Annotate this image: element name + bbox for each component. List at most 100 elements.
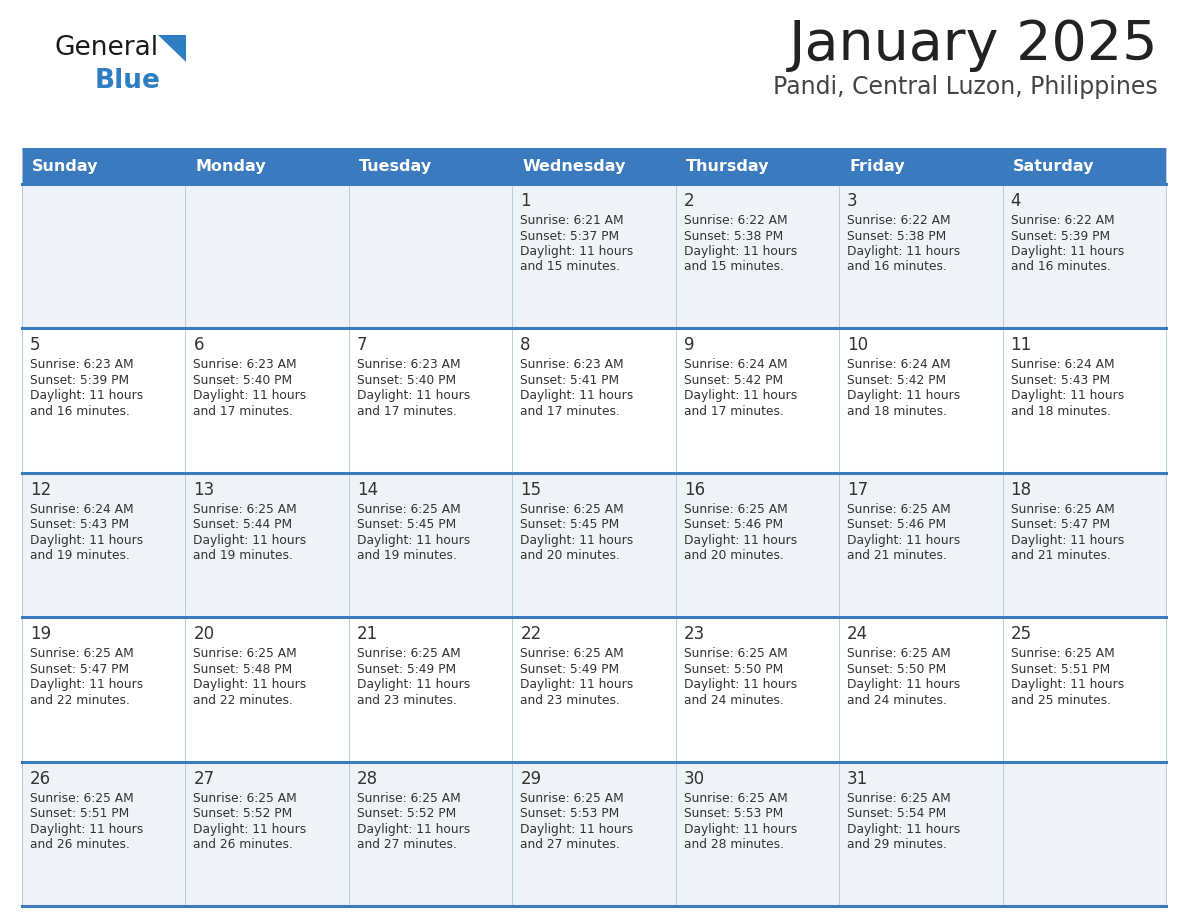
Text: Sunset: 5:42 PM: Sunset: 5:42 PM bbox=[684, 374, 783, 386]
Text: Sunrise: 6:24 AM: Sunrise: 6:24 AM bbox=[684, 358, 788, 372]
Text: Daylight: 11 hours: Daylight: 11 hours bbox=[194, 533, 307, 547]
Bar bbox=[23, 617, 1165, 762]
Text: Sunset: 5:40 PM: Sunset: 5:40 PM bbox=[356, 374, 456, 386]
Text: and 29 minutes.: and 29 minutes. bbox=[847, 838, 947, 851]
Text: 21: 21 bbox=[356, 625, 378, 644]
Text: Daylight: 11 hours: Daylight: 11 hours bbox=[684, 245, 797, 258]
Text: Wednesday: Wednesday bbox=[523, 159, 626, 174]
Text: Sunrise: 6:25 AM: Sunrise: 6:25 AM bbox=[194, 647, 297, 660]
Text: 17: 17 bbox=[847, 481, 868, 498]
Text: and 26 minutes.: and 26 minutes. bbox=[194, 838, 293, 851]
Text: and 17 minutes.: and 17 minutes. bbox=[356, 405, 456, 418]
Text: Sunset: 5:42 PM: Sunset: 5:42 PM bbox=[847, 374, 947, 386]
Bar bbox=[23, 762, 1165, 906]
Text: Daylight: 11 hours: Daylight: 11 hours bbox=[847, 823, 960, 835]
Text: 23: 23 bbox=[684, 625, 704, 644]
Text: 22: 22 bbox=[520, 625, 542, 644]
Text: Daylight: 11 hours: Daylight: 11 hours bbox=[194, 678, 307, 691]
Text: and 19 minutes.: and 19 minutes. bbox=[356, 549, 456, 563]
Text: and 17 minutes.: and 17 minutes. bbox=[194, 405, 293, 418]
Text: Daylight: 11 hours: Daylight: 11 hours bbox=[520, 823, 633, 835]
Text: Sunset: 5:39 PM: Sunset: 5:39 PM bbox=[1011, 230, 1110, 242]
Text: Sunrise: 6:25 AM: Sunrise: 6:25 AM bbox=[194, 503, 297, 516]
Text: 29: 29 bbox=[520, 769, 542, 788]
Text: 10: 10 bbox=[847, 336, 868, 354]
Text: Sunrise: 6:24 AM: Sunrise: 6:24 AM bbox=[30, 503, 133, 516]
Text: Sunset: 5:47 PM: Sunset: 5:47 PM bbox=[30, 663, 129, 676]
Text: and 23 minutes.: and 23 minutes. bbox=[356, 694, 456, 707]
Text: Sunrise: 6:25 AM: Sunrise: 6:25 AM bbox=[1011, 503, 1114, 516]
Text: and 15 minutes.: and 15 minutes. bbox=[684, 261, 784, 274]
Text: 20: 20 bbox=[194, 625, 215, 644]
Text: and 17 minutes.: and 17 minutes. bbox=[684, 405, 784, 418]
Text: Daylight: 11 hours: Daylight: 11 hours bbox=[30, 533, 144, 547]
Text: Daylight: 11 hours: Daylight: 11 hours bbox=[30, 389, 144, 402]
Text: 9: 9 bbox=[684, 336, 694, 354]
Text: Sunset: 5:47 PM: Sunset: 5:47 PM bbox=[1011, 519, 1110, 532]
Text: 18: 18 bbox=[1011, 481, 1031, 498]
Text: 27: 27 bbox=[194, 769, 215, 788]
Text: 15: 15 bbox=[520, 481, 542, 498]
Text: and 21 minutes.: and 21 minutes. bbox=[1011, 549, 1111, 563]
Text: and 24 minutes.: and 24 minutes. bbox=[847, 694, 947, 707]
Text: 30: 30 bbox=[684, 769, 704, 788]
Text: and 18 minutes.: and 18 minutes. bbox=[1011, 405, 1111, 418]
Text: Sunset: 5:40 PM: Sunset: 5:40 PM bbox=[194, 374, 292, 386]
Text: 8: 8 bbox=[520, 336, 531, 354]
Text: 5: 5 bbox=[30, 336, 40, 354]
Text: Sunset: 5:51 PM: Sunset: 5:51 PM bbox=[30, 807, 129, 820]
Text: Sunrise: 6:25 AM: Sunrise: 6:25 AM bbox=[1011, 647, 1114, 660]
Text: Sunset: 5:37 PM: Sunset: 5:37 PM bbox=[520, 230, 619, 242]
Text: Sunset: 5:39 PM: Sunset: 5:39 PM bbox=[30, 374, 129, 386]
Text: Sunset: 5:48 PM: Sunset: 5:48 PM bbox=[194, 663, 292, 676]
Text: Sunset: 5:44 PM: Sunset: 5:44 PM bbox=[194, 519, 292, 532]
Text: Daylight: 11 hours: Daylight: 11 hours bbox=[1011, 245, 1124, 258]
Text: 14: 14 bbox=[356, 481, 378, 498]
Text: Sunset: 5:43 PM: Sunset: 5:43 PM bbox=[1011, 374, 1110, 386]
Text: 19: 19 bbox=[30, 625, 51, 644]
Text: Sunrise: 6:25 AM: Sunrise: 6:25 AM bbox=[194, 791, 297, 804]
Text: Sunset: 5:49 PM: Sunset: 5:49 PM bbox=[356, 663, 456, 676]
Text: and 20 minutes.: and 20 minutes. bbox=[684, 549, 784, 563]
Text: Thursday: Thursday bbox=[685, 159, 769, 174]
Text: Sunset: 5:38 PM: Sunset: 5:38 PM bbox=[847, 230, 947, 242]
Text: Sunrise: 6:25 AM: Sunrise: 6:25 AM bbox=[30, 791, 134, 804]
Text: and 19 minutes.: and 19 minutes. bbox=[30, 549, 129, 563]
Text: Sunrise: 6:25 AM: Sunrise: 6:25 AM bbox=[356, 791, 461, 804]
Text: Daylight: 11 hours: Daylight: 11 hours bbox=[520, 245, 633, 258]
Text: Sunset: 5:38 PM: Sunset: 5:38 PM bbox=[684, 230, 783, 242]
Text: 3: 3 bbox=[847, 192, 858, 210]
Text: and 20 minutes.: and 20 minutes. bbox=[520, 549, 620, 563]
Text: Daylight: 11 hours: Daylight: 11 hours bbox=[30, 823, 144, 835]
Text: Sunset: 5:53 PM: Sunset: 5:53 PM bbox=[684, 807, 783, 820]
Text: Sunset: 5:45 PM: Sunset: 5:45 PM bbox=[520, 519, 619, 532]
Text: Tuesday: Tuesday bbox=[359, 159, 432, 174]
Text: Sunset: 5:43 PM: Sunset: 5:43 PM bbox=[30, 519, 129, 532]
Text: Sunset: 5:53 PM: Sunset: 5:53 PM bbox=[520, 807, 619, 820]
Text: Sunrise: 6:23 AM: Sunrise: 6:23 AM bbox=[356, 358, 461, 372]
Text: and 27 minutes.: and 27 minutes. bbox=[520, 838, 620, 851]
Text: Sunrise: 6:25 AM: Sunrise: 6:25 AM bbox=[684, 503, 788, 516]
Text: Sunset: 5:41 PM: Sunset: 5:41 PM bbox=[520, 374, 619, 386]
Text: Daylight: 11 hours: Daylight: 11 hours bbox=[356, 533, 470, 547]
Text: Sunrise: 6:25 AM: Sunrise: 6:25 AM bbox=[520, 503, 624, 516]
Text: and 16 minutes.: and 16 minutes. bbox=[30, 405, 129, 418]
Text: and 21 minutes.: and 21 minutes. bbox=[847, 549, 947, 563]
Text: Daylight: 11 hours: Daylight: 11 hours bbox=[520, 678, 633, 691]
Text: Daylight: 11 hours: Daylight: 11 hours bbox=[194, 823, 307, 835]
Text: Sunrise: 6:25 AM: Sunrise: 6:25 AM bbox=[30, 647, 134, 660]
Text: Daylight: 11 hours: Daylight: 11 hours bbox=[684, 678, 797, 691]
Text: Sunrise: 6:21 AM: Sunrise: 6:21 AM bbox=[520, 214, 624, 227]
Text: 24: 24 bbox=[847, 625, 868, 644]
Text: Sunset: 5:50 PM: Sunset: 5:50 PM bbox=[684, 663, 783, 676]
Text: 16: 16 bbox=[684, 481, 704, 498]
Bar bbox=[23, 473, 1165, 617]
Text: 31: 31 bbox=[847, 769, 868, 788]
Text: 1: 1 bbox=[520, 192, 531, 210]
Text: Sunday: Sunday bbox=[32, 159, 99, 174]
Text: Sunrise: 6:23 AM: Sunrise: 6:23 AM bbox=[194, 358, 297, 372]
Text: Sunrise: 6:24 AM: Sunrise: 6:24 AM bbox=[1011, 358, 1114, 372]
Text: and 18 minutes.: and 18 minutes. bbox=[847, 405, 947, 418]
Text: Daylight: 11 hours: Daylight: 11 hours bbox=[684, 389, 797, 402]
Text: Sunset: 5:45 PM: Sunset: 5:45 PM bbox=[356, 519, 456, 532]
